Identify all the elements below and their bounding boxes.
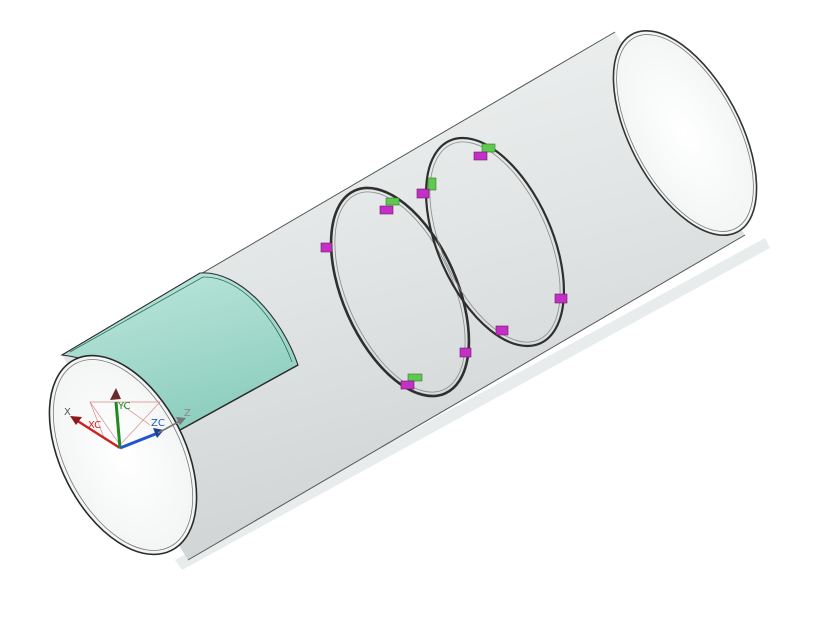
ring-2-inner-edge <box>429 141 561 343</box>
marker-magenta[interactable] <box>495 325 509 336</box>
work-z-arrowhead <box>176 417 186 425</box>
marker-magenta[interactable] <box>416 188 430 199</box>
marker-magenta[interactable] <box>459 347 472 358</box>
marker-green[interactable] <box>427 177 437 191</box>
marker-green[interactable] <box>481 143 496 153</box>
x-label: X <box>64 407 71 418</box>
teal-panel-inner-edge <box>69 276 293 363</box>
xc-label: XC <box>88 420 101 431</box>
ring-1-outer-edge[interactable] <box>303 167 497 416</box>
y-axis-line <box>114 401 122 449</box>
marker-magenta[interactable] <box>320 242 333 253</box>
x-axis-arrowhead <box>70 416 82 425</box>
ring-2-outer-edge[interactable] <box>398 117 592 366</box>
teal-panel-bottom-edge <box>179 364 299 431</box>
yc-label: YC <box>117 401 131 412</box>
pipe-far-end-inner-edge <box>616 34 754 232</box>
zc-label: ZC <box>151 418 165 429</box>
work-z-line <box>157 419 183 434</box>
pipe-bottom-silhouette <box>187 234 746 561</box>
marker-green[interactable] <box>407 373 423 382</box>
ring-1-inner-edge <box>334 191 466 393</box>
pipe-near-end-inner-edge <box>52 359 194 551</box>
marker-green[interactable] <box>385 197 400 206</box>
ring-1-markers <box>320 197 472 390</box>
pipe-near-end-edge[interactable] <box>19 332 227 579</box>
x-axis-line <box>75 418 121 450</box>
marker-magenta[interactable] <box>554 293 568 304</box>
z-label: Z <box>184 408 191 419</box>
pipe-shadow <box>175 238 770 570</box>
pipe-far-end-edge[interactable] <box>584 8 786 257</box>
ring-2-markers <box>416 143 568 336</box>
marker-magenta[interactable] <box>379 205 394 215</box>
marker-magenta[interactable] <box>400 380 415 390</box>
coordinate-triad: X XC YC ZC Z <box>64 388 191 450</box>
triad-guide-lines <box>89 401 161 446</box>
marker-magenta[interactable] <box>473 151 488 161</box>
z-axis-line <box>119 431 159 450</box>
pipe-body[interactable] <box>62 32 745 560</box>
y-axis-arrowhead <box>110 388 121 400</box>
